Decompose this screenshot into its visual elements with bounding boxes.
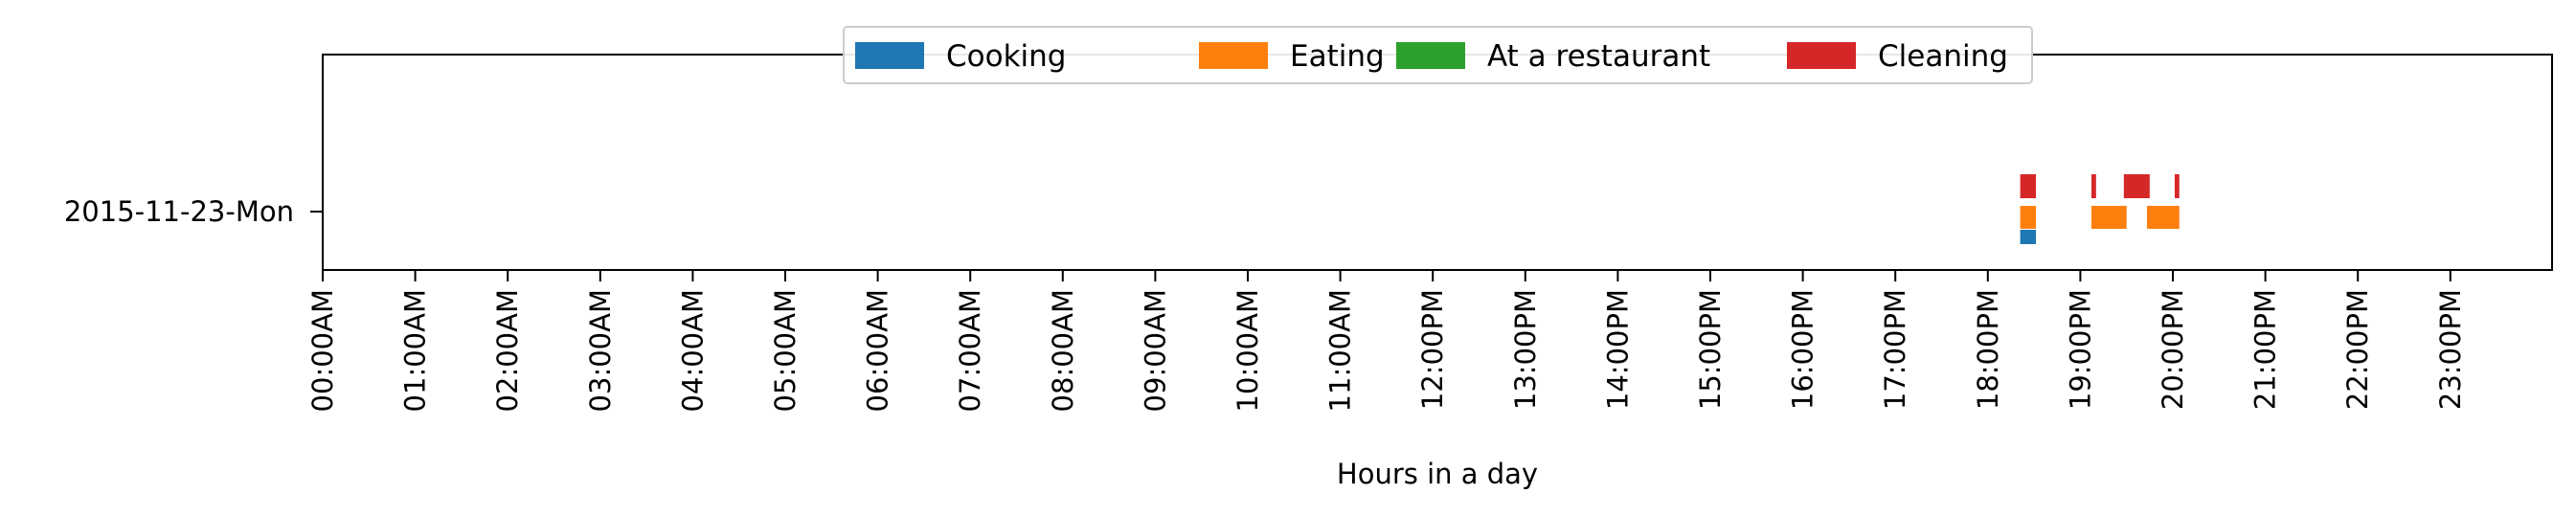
bar-cleaning (2123, 174, 2150, 198)
x-tick-label: 22:00PM (2341, 289, 2374, 410)
x-tick-label: 23:00PM (2434, 289, 2467, 410)
legend: Cooking Eating At a restaurant Cleaning (843, 26, 2033, 84)
x-tick-label: 09:00AM (1139, 289, 1171, 412)
bars-layer (2020, 174, 2180, 244)
x-tick-label: 04:00AM (676, 289, 709, 412)
x-tick-label: 01:00AM (399, 289, 432, 412)
x-tick-label: 12:00PM (1416, 289, 1449, 410)
x-tick-label: 13:00PM (1509, 289, 1542, 410)
y-axis: 2015-11-23-Mon (64, 195, 323, 228)
x-tick-label: 08:00AM (1047, 289, 1079, 412)
legend-swatch (1787, 42, 1856, 69)
x-tick-label: 02:00AM (491, 289, 524, 412)
x-tick-label: 18:00PM (1972, 289, 2004, 410)
x-tick-label: 14:00PM (1601, 289, 1634, 410)
x-tick-label: 16:00PM (1787, 289, 1819, 410)
x-tick-label: 21:00PM (2249, 289, 2282, 410)
x-tick-label: 07:00AM (954, 289, 986, 412)
legend-swatch (1199, 42, 1268, 69)
bar-cooking (2020, 230, 2037, 244)
x-tick-label: 20:00PM (2157, 289, 2189, 410)
x-tick-label: 03:00AM (584, 289, 617, 412)
bar-eating (2090, 206, 2127, 229)
legend-entry-label: Cooking (946, 39, 1066, 74)
x-axis-ticks: 00:00AM 01:00AM 02:00AM 03:00AM 04:00AM 05:00… (306, 270, 2467, 412)
x-tick-label: 05:00AM (769, 289, 802, 412)
bar-cleaning (2090, 174, 2096, 198)
x-tick-label: 10:00AM (1232, 289, 1264, 412)
x-tick-label: 15:00PM (1694, 289, 1727, 410)
legend-swatch (1396, 42, 1465, 69)
x-tick-label: 06:00AM (862, 289, 894, 412)
x-tick-label: 17:00PM (1879, 289, 1911, 410)
x-axis-label: Hours in a day (1337, 458, 1538, 490)
legend-entry-label: At a restaurant (1487, 39, 1710, 74)
bar-cleaning (2020, 174, 2037, 198)
x-tick-label: 11:00AM (1324, 289, 1357, 412)
y-tick-label: 2015-11-23-Mon (64, 195, 294, 228)
x-tick-label: 19:00PM (2064, 289, 2096, 410)
plot-frame (322, 54, 2553, 271)
x-tick-label: 00:00AM (306, 289, 339, 412)
legend-entry-label: Eating (1290, 39, 1385, 74)
legend-swatch (855, 42, 924, 69)
bar-eating (2146, 206, 2180, 229)
legend-entry-label: Cleaning (1878, 39, 2008, 74)
bar-eating (2020, 206, 2037, 229)
bar-cleaning (2174, 174, 2180, 198)
